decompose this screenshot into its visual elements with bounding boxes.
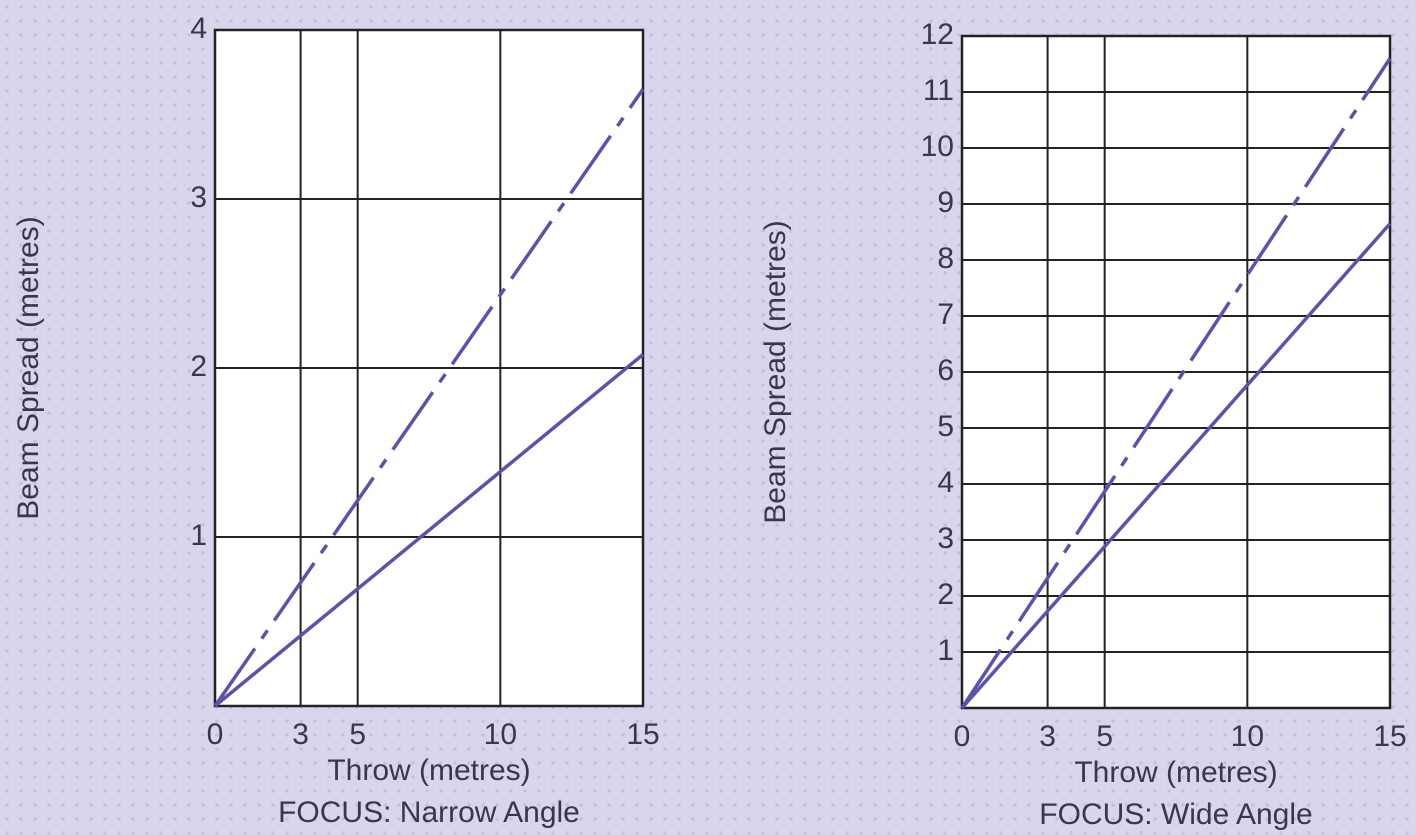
y-tick-label: 3	[190, 181, 207, 214]
y-tick-label: 2	[937, 578, 954, 611]
y-tick-label: 11	[923, 74, 954, 107]
y-tick-label: 12	[921, 18, 954, 51]
x-tick-label: 5	[349, 718, 366, 751]
y-tick-label: 1	[937, 634, 954, 667]
y-tick-label: 4	[937, 466, 954, 499]
data-line	[960, 222, 1392, 710]
x-tick-label: 3	[292, 718, 309, 751]
x-tick-label: 5	[1096, 720, 1113, 753]
y-tick-label: 6	[937, 354, 954, 387]
y-tick-label: 1	[190, 519, 207, 552]
x-axis-label: Throw (metres)	[327, 754, 530, 787]
y-axis-label: Beam Spread (metres)	[12, 216, 45, 519]
x-tick-label: 10	[484, 718, 517, 751]
y-tick-label: 7	[937, 298, 954, 331]
x-axis-label: Throw (metres)	[1074, 756, 1277, 789]
y-tick-label: 9	[937, 186, 954, 219]
y-tick-label: 8	[937, 242, 954, 275]
x-tick-label: 15	[626, 718, 659, 751]
x-tick-label: 15	[1373, 720, 1406, 753]
y-tick-label: 10	[921, 130, 954, 163]
y-tick-label: 2	[190, 350, 207, 383]
y-axis-label: Beam Spread (metres)	[759, 220, 792, 523]
x-tick-label: 3	[1039, 720, 1056, 753]
y-tick-label: 4	[190, 12, 207, 45]
chart-title: FOCUS: Wide Angle	[1039, 798, 1312, 831]
x-tick-label: 0	[954, 720, 971, 753]
chart-title: FOCUS: Narrow Angle	[278, 796, 580, 829]
y-tick-label: 3	[937, 522, 954, 555]
x-tick-label: 10	[1231, 720, 1264, 753]
data-line	[960, 57, 1392, 709]
y-tick-label: 5	[937, 410, 954, 443]
data-line	[213, 88, 645, 707]
data-line	[213, 353, 645, 708]
x-tick-label: 0	[207, 718, 224, 751]
